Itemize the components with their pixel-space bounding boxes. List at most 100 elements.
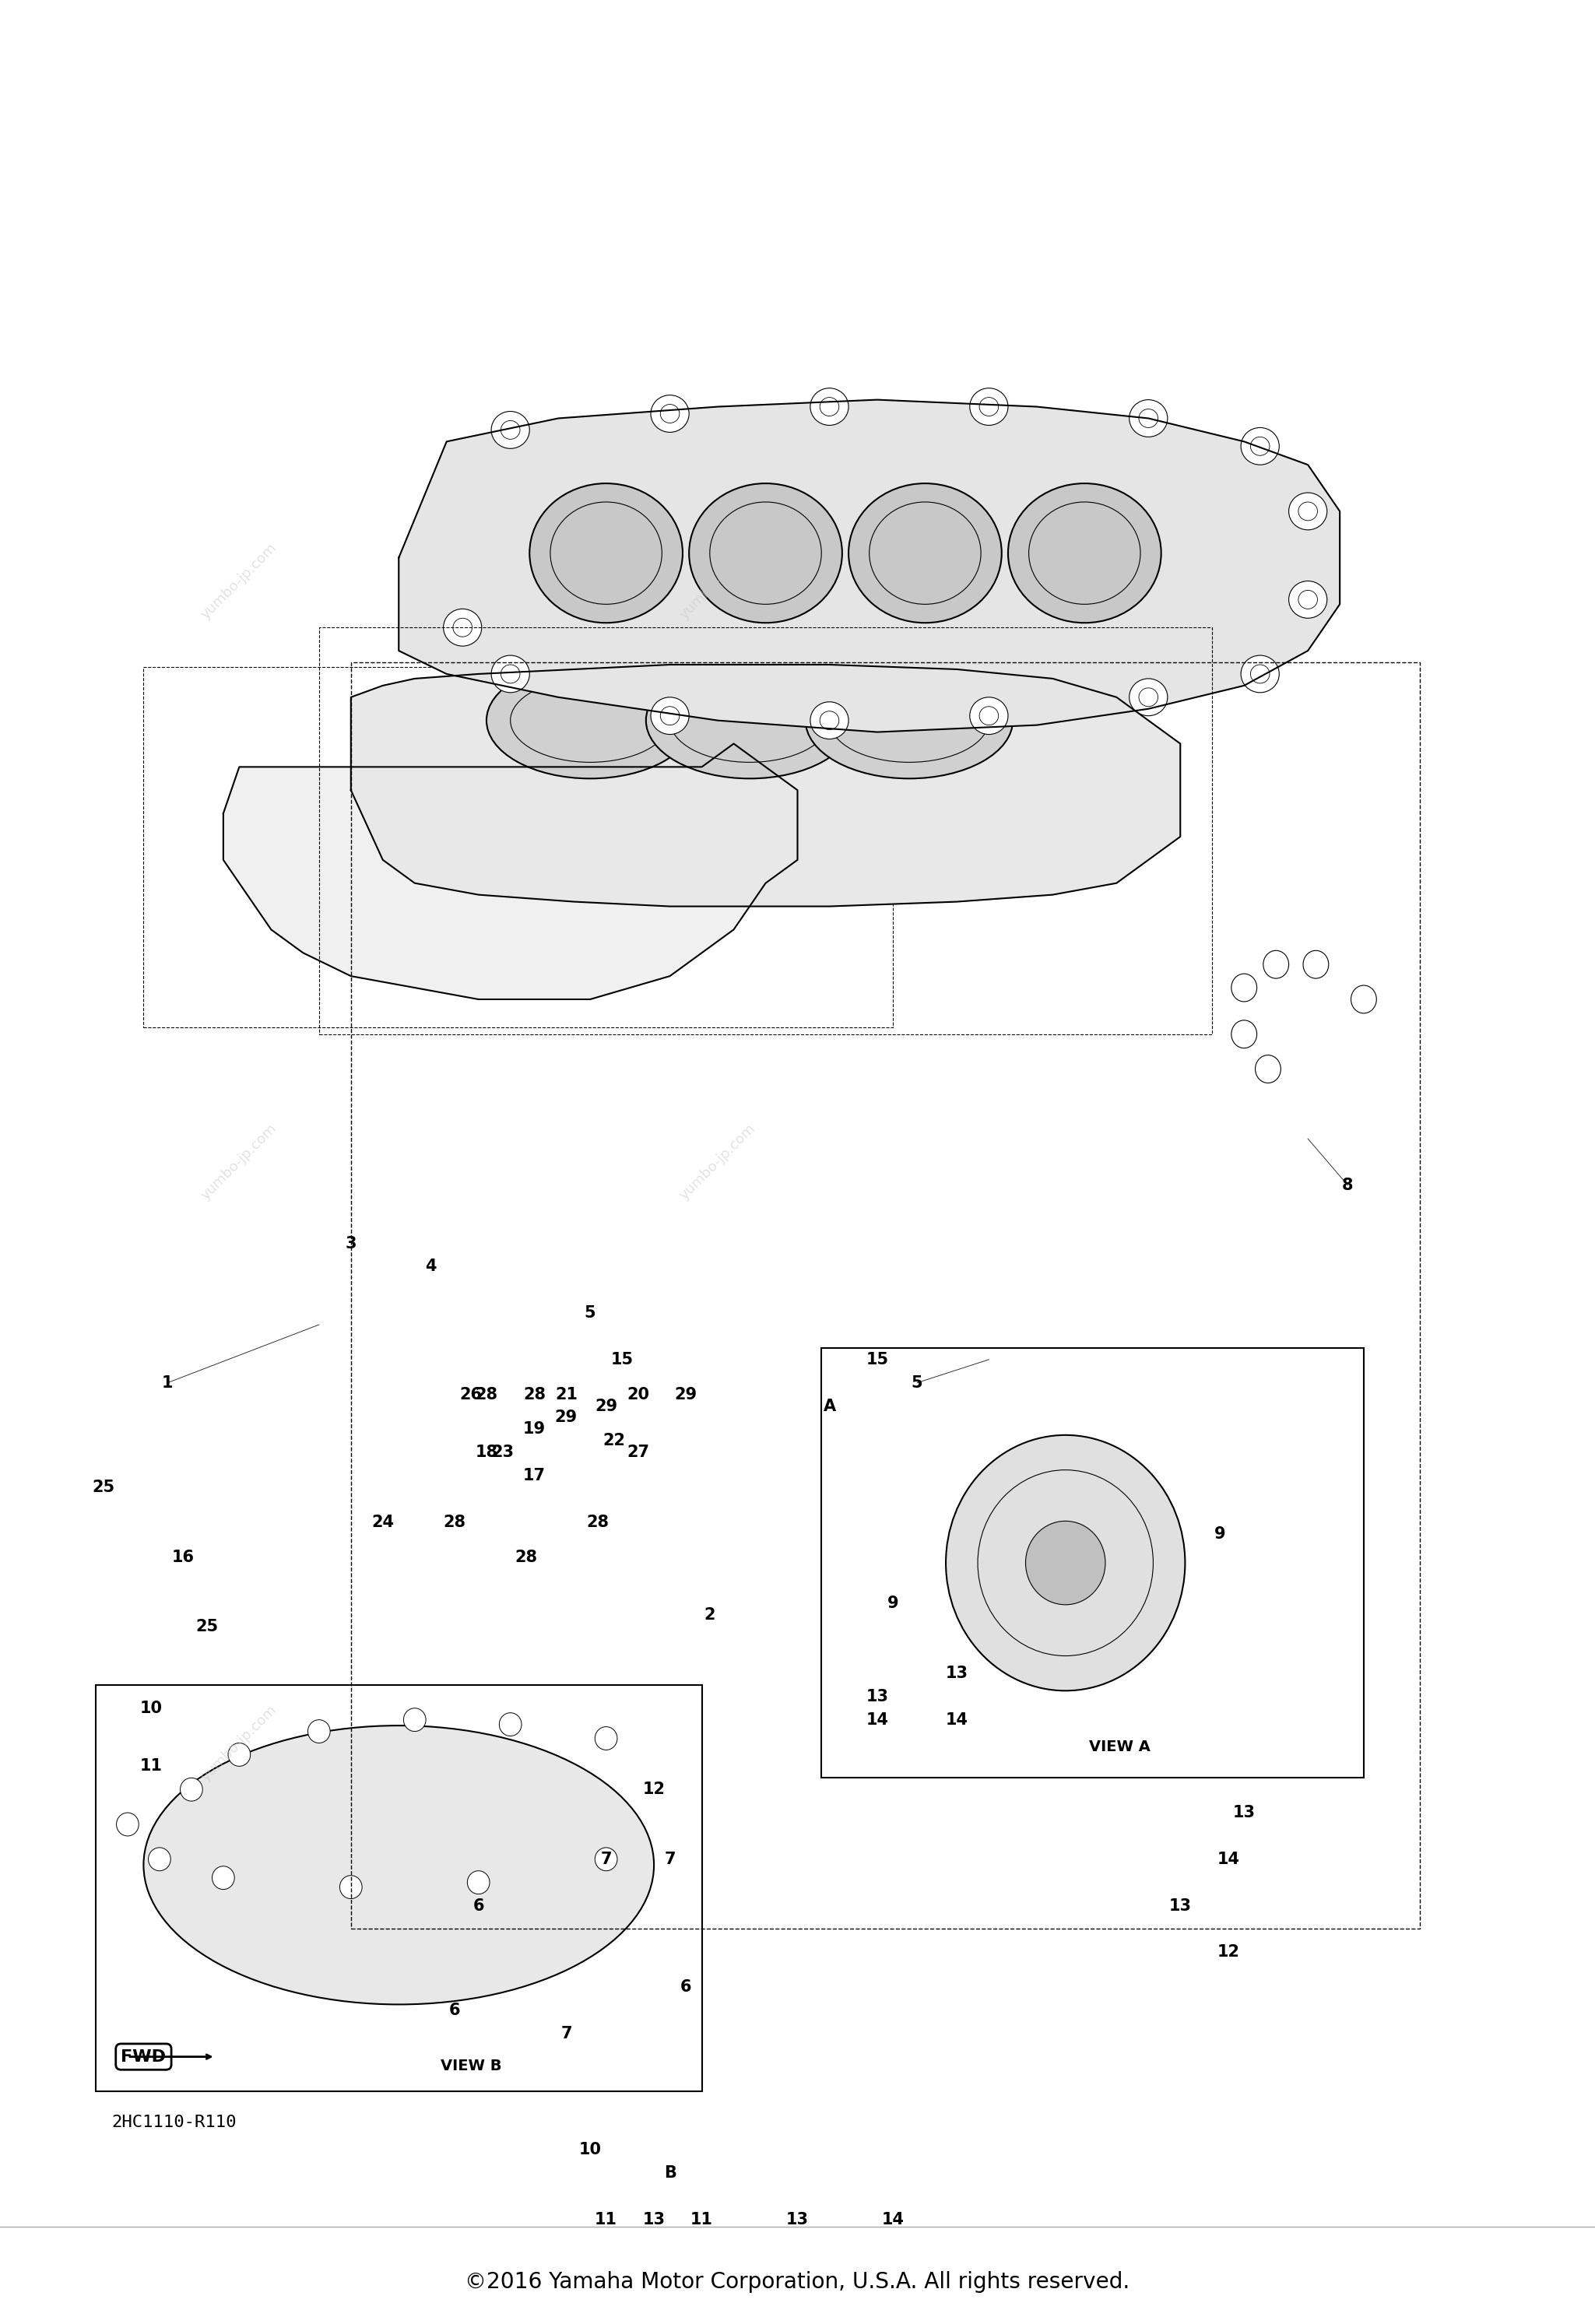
Ellipse shape <box>228 1743 250 1766</box>
Ellipse shape <box>946 1434 1185 1692</box>
Text: 10: 10 <box>140 1701 163 1715</box>
Bar <box>319 627 1212 1034</box>
Text: 14: 14 <box>866 1713 888 1727</box>
Ellipse shape <box>148 1848 171 1871</box>
Ellipse shape <box>1231 1020 1257 1048</box>
Ellipse shape <box>651 697 689 734</box>
Ellipse shape <box>970 388 1008 425</box>
Text: 27: 27 <box>627 1446 649 1459</box>
Ellipse shape <box>404 1708 426 1731</box>
Text: 28: 28 <box>443 1515 466 1529</box>
Text: 21: 21 <box>555 1387 577 1401</box>
Bar <box>351 662 1420 1929</box>
Ellipse shape <box>595 1727 617 1750</box>
Ellipse shape <box>849 483 1002 623</box>
Ellipse shape <box>1241 655 1279 693</box>
Polygon shape <box>351 665 1180 906</box>
Ellipse shape <box>1303 951 1329 978</box>
Ellipse shape <box>486 662 694 779</box>
Text: 11: 11 <box>691 2212 713 2226</box>
Bar <box>96 1685 702 2092</box>
Text: yumbo-jp.com: yumbo-jp.com <box>199 1703 279 1783</box>
Text: FWD: FWD <box>121 2050 166 2064</box>
Ellipse shape <box>1008 483 1161 623</box>
Ellipse shape <box>595 1848 617 1871</box>
Text: 14: 14 <box>882 2212 904 2226</box>
Ellipse shape <box>180 1778 203 1801</box>
Polygon shape <box>399 400 1340 732</box>
Ellipse shape <box>212 1866 234 1889</box>
Ellipse shape <box>970 697 1008 734</box>
Text: yumbo-jp.com: yumbo-jp.com <box>678 1122 758 1202</box>
Ellipse shape <box>443 609 482 646</box>
Bar <box>144 667 893 1027</box>
Text: yumbo-jp.com: yumbo-jp.com <box>678 541 758 621</box>
Text: yumbo-jp.com: yumbo-jp.com <box>199 541 279 621</box>
Ellipse shape <box>1129 679 1168 716</box>
Text: 7: 7 <box>600 1852 612 1866</box>
Text: 2: 2 <box>703 1608 716 1622</box>
Text: 13: 13 <box>1169 1899 1191 1913</box>
Ellipse shape <box>467 1871 490 1894</box>
Text: 1: 1 <box>161 1376 174 1390</box>
Ellipse shape <box>651 395 689 432</box>
Text: 11: 11 <box>140 1759 163 1773</box>
Ellipse shape <box>308 1720 330 1743</box>
Ellipse shape <box>1026 1522 1105 1604</box>
Text: 7: 7 <box>560 2027 573 2040</box>
Text: 13: 13 <box>946 1666 968 1680</box>
Text: 16: 16 <box>172 1550 195 1564</box>
Text: 6: 6 <box>472 1899 485 1913</box>
Text: 3: 3 <box>345 1236 357 1250</box>
Text: 28: 28 <box>475 1387 498 1401</box>
Text: 15: 15 <box>866 1353 888 1367</box>
Ellipse shape <box>1289 581 1327 618</box>
Text: 12: 12 <box>1217 1945 1239 1959</box>
Text: 13: 13 <box>866 1690 888 1703</box>
Text: 17: 17 <box>523 1469 545 1483</box>
Text: 13: 13 <box>1233 1806 1255 1820</box>
Ellipse shape <box>810 388 849 425</box>
Text: 5: 5 <box>584 1306 597 1320</box>
Text: 12: 12 <box>643 1783 665 1796</box>
Ellipse shape <box>1289 493 1327 530</box>
Text: 14: 14 <box>1217 1852 1239 1866</box>
Text: 9: 9 <box>887 1597 900 1611</box>
Bar <box>821 1348 1364 1778</box>
Text: 29: 29 <box>675 1387 697 1401</box>
Ellipse shape <box>1231 974 1257 1002</box>
Polygon shape <box>223 744 798 999</box>
Ellipse shape <box>340 1875 362 1899</box>
Text: 28: 28 <box>515 1550 538 1564</box>
Text: 6: 6 <box>448 2003 461 2017</box>
Text: 20: 20 <box>627 1387 649 1401</box>
Text: 24: 24 <box>372 1515 394 1529</box>
Text: VIEW A: VIEW A <box>1089 1741 1150 1755</box>
Text: 19: 19 <box>523 1422 545 1436</box>
Text: 29: 29 <box>555 1411 577 1425</box>
Text: 15: 15 <box>611 1353 633 1367</box>
Ellipse shape <box>1129 400 1168 437</box>
Ellipse shape <box>689 483 842 623</box>
Text: VIEW B: VIEW B <box>440 2059 502 2073</box>
Ellipse shape <box>1255 1055 1281 1083</box>
Text: 13: 13 <box>786 2212 809 2226</box>
Ellipse shape <box>499 1713 522 1736</box>
Text: 6: 6 <box>679 1980 692 1994</box>
Ellipse shape <box>491 655 530 693</box>
Text: 5: 5 <box>911 1376 924 1390</box>
Text: 2HC1110-R110: 2HC1110-R110 <box>112 2115 236 2131</box>
Text: 28: 28 <box>523 1387 545 1401</box>
Text: 23: 23 <box>491 1446 514 1459</box>
Text: 10: 10 <box>579 2143 601 2157</box>
Text: 7: 7 <box>664 1852 676 1866</box>
Ellipse shape <box>805 662 1013 779</box>
Text: 25: 25 <box>93 1480 115 1494</box>
Ellipse shape <box>1263 951 1289 978</box>
Ellipse shape <box>1241 428 1279 465</box>
Text: 4: 4 <box>424 1260 437 1274</box>
Text: 29: 29 <box>595 1399 617 1413</box>
Text: 11: 11 <box>595 2212 617 2226</box>
Ellipse shape <box>491 411 530 449</box>
Text: 9: 9 <box>1214 1527 1227 1541</box>
